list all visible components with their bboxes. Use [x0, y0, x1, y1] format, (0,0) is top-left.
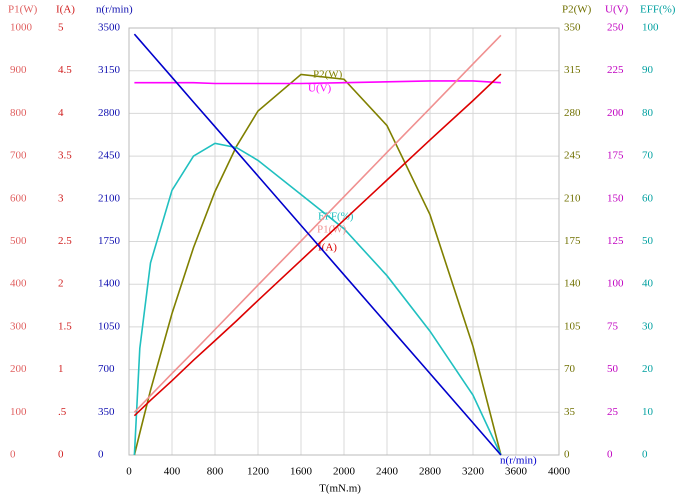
y-tick-label: 20: [642, 363, 654, 375]
y-tick-label: 90: [642, 64, 654, 76]
series-label: U(V): [308, 83, 332, 95]
y-tick-label: 500: [10, 235, 27, 247]
y-tick-label: 35: [564, 406, 576, 418]
y-tick-label: 150: [607, 192, 624, 204]
y-tick-label: 70: [564, 363, 576, 375]
y-tick-label: 1050: [98, 320, 121, 332]
plot-border: [128, 27, 560, 456]
y-tick-label: 315: [564, 64, 581, 76]
y-tick-label: 0: [10, 449, 16, 461]
y-tick-label: 140: [564, 278, 581, 290]
y-tick-label: 350: [98, 406, 115, 418]
y-tick-label: 3500: [98, 22, 121, 34]
y-tick-label: 800: [10, 107, 27, 119]
y-tick-label: 1400: [98, 278, 121, 290]
y-tick-label: 125: [607, 235, 624, 247]
y-tick-label: 245: [564, 150, 581, 162]
y-tick-label: 75: [607, 320, 619, 332]
axis-title: I(A): [56, 4, 75, 16]
axis-title: n(r/min): [96, 4, 133, 16]
y-tick-label: 700: [98, 363, 115, 375]
y-tick-label: 225: [607, 64, 624, 76]
y-tick-label: 2: [58, 278, 64, 290]
axis-title: P2(W): [562, 4, 592, 16]
y-tick-label: 0: [98, 449, 104, 461]
y-tick-label: 0: [58, 449, 64, 461]
y-tick-label: 2450: [98, 150, 121, 162]
x-tick-label: 3600: [505, 466, 528, 478]
y-tick-label: 1: [58, 363, 64, 375]
x-tick-label: 4000: [548, 466, 571, 478]
y-tick-label: 200: [10, 363, 27, 375]
series-line: [134, 80, 501, 85]
series-line: [133, 73, 502, 417]
y-tick-label: 700: [10, 150, 27, 162]
y-tick-label: 105: [564, 320, 581, 332]
series-line: [133, 34, 502, 413]
y-tick-label: 50: [607, 363, 619, 375]
series-line: [133, 33, 502, 456]
x-tick-label: 2800: [419, 466, 442, 478]
axis-title: U(V): [605, 4, 629, 16]
x-tick-label: 0: [126, 466, 132, 478]
x-tick-label: 3200: [462, 466, 485, 478]
y-tick-label: 600: [10, 192, 27, 204]
y-tick-label: 4: [58, 107, 64, 119]
y-tick-label: 250: [607, 22, 624, 34]
y-tick-label: 4.5: [58, 64, 72, 76]
y-tick-label: 2100: [98, 192, 121, 204]
series-line: [133, 73, 502, 456]
y-tick-label: 30: [642, 320, 654, 332]
y-tick-label: 50: [642, 235, 654, 247]
y-tick-label: 1750: [98, 235, 121, 247]
y-tick-label: 3150: [98, 64, 121, 76]
y-tick-label: 100: [10, 406, 27, 418]
y-tick-label: 70: [642, 150, 654, 162]
y-tick-label: 2.5: [58, 235, 72, 247]
x-tick-label: 400: [164, 466, 181, 478]
y-tick-label: 0: [607, 449, 613, 461]
y-tick-label: 350: [564, 22, 581, 34]
y-tick-label: 3.5: [58, 150, 72, 162]
y-tick-label: 100: [607, 278, 624, 290]
y-tick-label: 80: [642, 107, 654, 119]
y-tick-label: 300: [10, 320, 27, 332]
y-tick-label: 200: [607, 107, 624, 119]
y-tick-label: 900: [10, 64, 27, 76]
y-tick-label: 175: [607, 150, 624, 162]
series-line: [133, 142, 502, 456]
axis-title: P1(W): [8, 4, 38, 16]
x-tick-label: 1200: [247, 466, 270, 478]
y-tick-label: 0: [564, 449, 570, 461]
y-tick-label: .5: [58, 406, 67, 418]
x-tick-label: 2000: [333, 466, 356, 478]
y-tick-label: 100: [642, 22, 659, 34]
y-tick-label: 1.5: [58, 320, 72, 332]
y-tick-label: 2800: [98, 107, 121, 119]
y-tick-label: 1000: [10, 22, 33, 34]
y-tick-label: 60: [642, 192, 654, 204]
axis-title: EFF(%): [640, 4, 676, 16]
series-label: P1(W): [317, 224, 347, 236]
x-tick-label: 1600: [290, 466, 313, 478]
y-tick-label: 0: [642, 449, 648, 461]
y-tick-label: 210: [564, 192, 581, 204]
x-tick-label: 800: [207, 466, 224, 478]
y-tick-label: 25: [607, 406, 619, 418]
x-axis-label: T(mN.m): [319, 483, 361, 495]
y-tick-label: 5: [58, 22, 64, 34]
y-tick-label: 40: [642, 278, 654, 290]
y-tick-label: 10: [642, 406, 654, 418]
y-tick-label: 3: [58, 192, 64, 204]
x-tick-label: 2400: [376, 466, 399, 478]
y-tick-label: 400: [10, 278, 27, 290]
y-tick-label: 280: [564, 107, 581, 119]
series-label: n(r/min): [500, 455, 537, 467]
y-tick-label: 175: [564, 235, 581, 247]
series-label: P2(W): [313, 69, 343, 81]
